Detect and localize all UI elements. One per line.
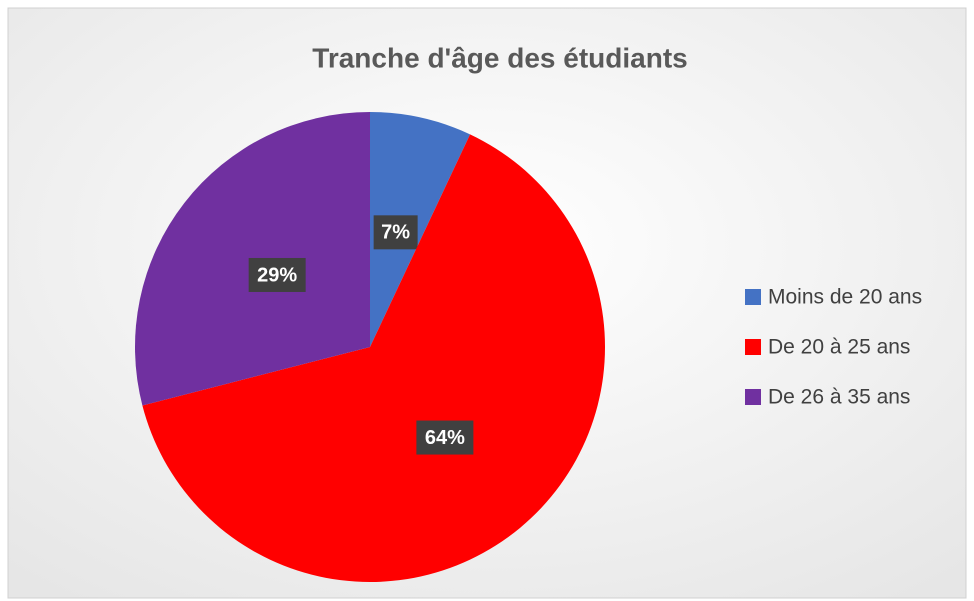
legend-label: Moins de 20 ans (768, 286, 922, 309)
data-label: 7% (381, 222, 410, 244)
pie-slice (142, 134, 606, 583)
legend-label: De 20 à 25 ans (768, 336, 910, 359)
data-label-box (248, 257, 306, 292)
data-label: 64% (425, 427, 465, 449)
legend-swatch (745, 289, 761, 305)
legend-label: De 26 à 35 ans (768, 386, 910, 409)
legend-swatch (745, 339, 761, 355)
data-label-box (416, 420, 474, 455)
data-label: 29% (257, 264, 297, 286)
data-label-box (373, 215, 418, 250)
legend-swatch (745, 389, 761, 405)
pie-slice (370, 112, 471, 347)
chart-title: Tranche d'âge des étudiants (312, 42, 687, 73)
